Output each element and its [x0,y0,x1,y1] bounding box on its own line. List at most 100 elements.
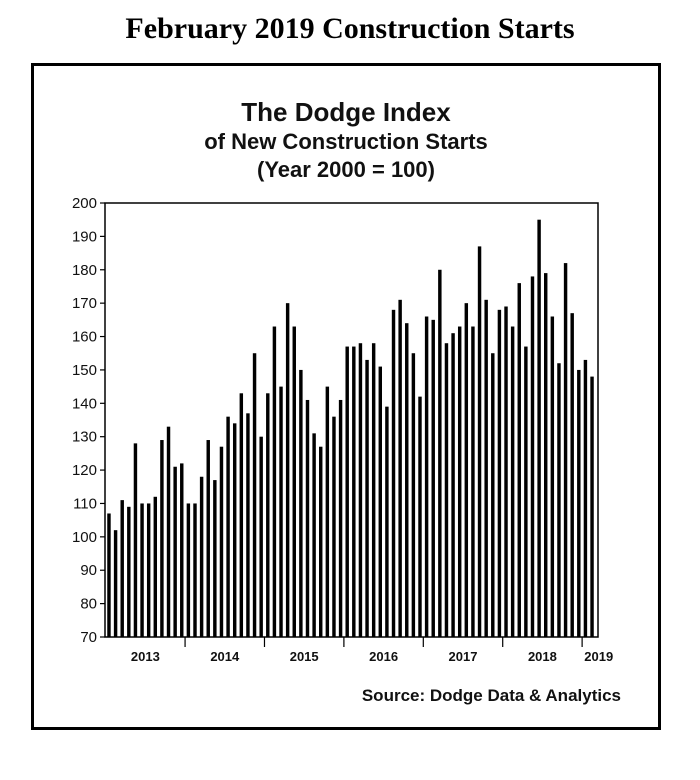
bar [219,446,224,637]
bar [398,299,402,637]
bar [107,513,111,637]
bar [590,376,594,637]
chart-subtitle-baseline: (Year 2000 = 100) [257,157,435,182]
bar [557,363,561,637]
y-tick-label: 140 [72,395,97,412]
bar [305,399,310,637]
bar [497,309,502,637]
x-tick-label: 2015 [290,649,319,664]
y-tick-label: 120 [72,462,97,479]
bar [193,503,197,637]
bar [438,269,442,637]
bar [365,359,369,637]
bar [113,530,118,637]
bar [259,436,263,637]
bar [563,263,568,637]
bar [524,346,528,637]
bar [246,413,250,637]
y-tick-label: 130 [72,429,97,446]
source-note: Source: Dodge Data & Analytics [361,686,621,705]
y-tick-label: 180 [72,262,97,279]
bar [332,416,336,637]
bar [484,299,488,637]
bar [544,273,548,637]
bar [120,500,124,637]
bar [325,386,330,637]
bar [319,446,323,637]
bar [266,393,270,637]
bar [431,319,435,637]
y-tick-label: 160 [72,329,97,346]
chart-subtitle: of New Construction Starts [204,129,488,154]
x-tick-label: 2018 [528,649,557,664]
chart-title-block: The Dodge Index of New Construction Star… [31,96,661,184]
x-tick-label: 2016 [369,649,398,664]
bar [577,369,581,637]
bar [199,476,204,637]
y-tick-label: 170 [72,295,97,312]
y-tick-label: 80 [80,596,97,613]
bar [378,366,383,637]
bar [550,316,555,637]
bar [232,423,237,637]
bar [517,283,521,637]
bar [272,326,277,637]
y-tick-label: 100 [72,529,97,546]
bar [226,416,230,637]
bar [127,506,131,637]
bar [180,463,184,637]
bar [537,219,541,637]
plot-area [104,202,599,638]
bar [358,343,363,637]
chart-title: The Dodge Index [241,97,451,127]
x-tick-label: 2014 [210,649,240,664]
bar [140,503,144,637]
page-title: February 2019 Construction Starts [125,12,575,45]
x-tick-label: 2013 [131,649,160,664]
bar [418,396,422,637]
bar [153,496,158,637]
bar [530,276,535,637]
x-tick-label: 2017 [449,649,478,664]
y-tick-label: 150 [72,362,97,379]
bar [385,406,389,637]
bar [424,316,429,637]
bar [352,346,356,637]
bar [471,326,475,637]
bar [173,466,177,637]
bar [510,326,515,637]
bar [312,433,316,637]
bar [186,503,191,637]
bar [292,326,296,637]
bar [213,480,217,637]
y-tick-label: 70 [80,629,97,646]
bar [570,313,574,637]
bar [391,309,396,637]
bar [477,246,482,637]
bar [160,440,164,637]
bar [345,346,349,637]
bar [457,326,462,637]
y-tick-label: 110 [73,495,97,512]
bar [299,369,303,637]
y-tick-label: 90 [80,562,97,579]
bar [133,443,138,637]
bar [239,393,244,637]
y-tick-label: 200 [72,195,97,212]
bar [464,303,469,637]
bar [146,503,151,637]
x-tick-label: 2019 [584,649,613,664]
bar [371,343,376,637]
bar [206,440,210,637]
bar [285,303,290,637]
bar [405,323,409,637]
bar [166,426,171,637]
bar [338,399,343,637]
bar [444,343,449,637]
bar [451,333,455,637]
y-tick-label: 190 [72,228,97,245]
bar [252,353,257,637]
bar [491,353,495,637]
bar [279,386,283,637]
